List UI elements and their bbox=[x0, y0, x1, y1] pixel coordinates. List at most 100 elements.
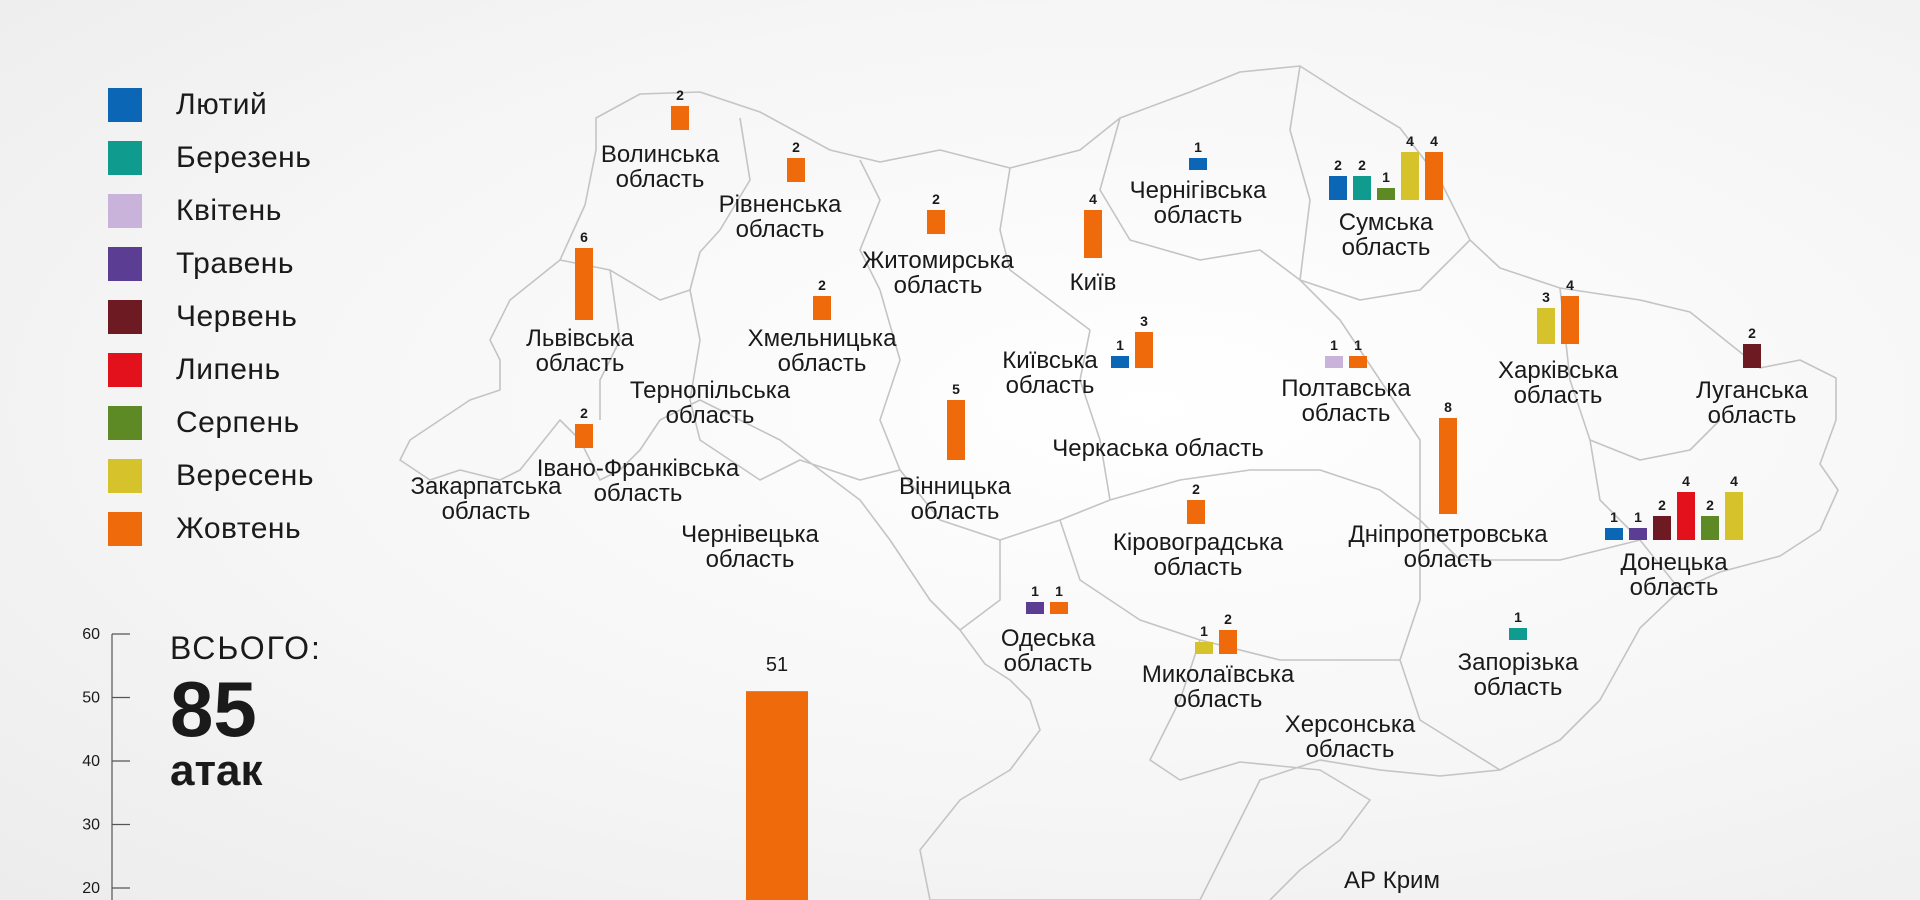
region-label: область bbox=[1514, 382, 1603, 409]
region-label: область bbox=[736, 216, 825, 243]
data-label: 2 bbox=[1658, 497, 1666, 513]
region-label: Закарпатська bbox=[411, 473, 563, 500]
oblast-border bbox=[999, 167, 1091, 331]
region-label: область bbox=[706, 546, 795, 573]
legend-swatch bbox=[108, 140, 142, 175]
region-label: область bbox=[1708, 402, 1797, 429]
oblast-border bbox=[689, 117, 751, 291]
region-label: Київська bbox=[1002, 347, 1098, 374]
bar bbox=[1026, 602, 1044, 614]
legend-item-aug: Серпень bbox=[108, 396, 314, 449]
data-label: 4 bbox=[1730, 473, 1738, 489]
legend-item-feb: Лютий bbox=[108, 78, 314, 131]
data-label: 4 bbox=[1089, 191, 1097, 207]
total-unit: атак bbox=[170, 746, 263, 795]
tick-label: 30 bbox=[82, 817, 100, 834]
data-label: 4 bbox=[1406, 133, 1414, 149]
data-label: 1 bbox=[1514, 609, 1522, 625]
bar bbox=[1353, 176, 1371, 200]
bar bbox=[1084, 210, 1102, 258]
region-label: Одеська bbox=[1001, 625, 1096, 652]
data-label: 1 bbox=[1610, 509, 1618, 525]
bar bbox=[1561, 296, 1579, 344]
region-label: область bbox=[1404, 546, 1493, 573]
data-label: 1 bbox=[1116, 337, 1124, 353]
legend-swatch bbox=[108, 87, 142, 122]
oblast-border bbox=[1059, 519, 1400, 661]
country-border bbox=[399, 65, 1839, 900]
legend-swatch bbox=[108, 405, 142, 440]
data-label: 1 bbox=[1354, 337, 1362, 353]
legend-item-jul: Липень bbox=[108, 343, 314, 396]
oblast-border bbox=[859, 159, 881, 291]
oblast-border bbox=[689, 289, 901, 481]
data-label: 3 bbox=[1542, 289, 1550, 305]
region-label: область bbox=[1630, 574, 1719, 601]
data-label: 2 bbox=[1358, 157, 1366, 173]
bar bbox=[927, 210, 945, 234]
bar bbox=[1329, 176, 1347, 200]
bar bbox=[947, 400, 965, 460]
bar bbox=[1111, 356, 1129, 368]
oblast-border bbox=[599, 269, 621, 420]
region-label: область bbox=[1174, 686, 1263, 713]
bar bbox=[1725, 492, 1743, 540]
region-label: Кіровоградська bbox=[1113, 529, 1284, 556]
region-label: область bbox=[894, 272, 983, 299]
data-label: 2 bbox=[1192, 481, 1200, 497]
region-label: Хмельницька bbox=[748, 325, 898, 352]
region-label: область bbox=[1474, 674, 1563, 701]
bar bbox=[1439, 418, 1457, 514]
data-label: 2 bbox=[818, 277, 826, 293]
region-label: область bbox=[778, 350, 867, 377]
data-label: 4 bbox=[1566, 277, 1574, 293]
region-label: Тернопільська bbox=[630, 377, 791, 404]
bar bbox=[1509, 628, 1527, 640]
legend-label: Червень bbox=[176, 299, 298, 333]
bar bbox=[1195, 642, 1213, 654]
data-label: 2 bbox=[676, 87, 684, 103]
data-label: 3 bbox=[1140, 313, 1148, 329]
data-label: 2 bbox=[932, 191, 940, 207]
data-label: 2 bbox=[1748, 325, 1756, 341]
region-label: область bbox=[666, 402, 755, 429]
legend-item-may: Травень bbox=[108, 237, 314, 290]
legend-label: Травень bbox=[176, 246, 294, 280]
data-label: 2 bbox=[1334, 157, 1342, 173]
bar bbox=[1187, 500, 1205, 524]
bar bbox=[1377, 188, 1395, 200]
tick-label: 60 bbox=[82, 626, 100, 643]
bar bbox=[1425, 152, 1443, 200]
tick-label: 40 bbox=[82, 753, 100, 770]
legend-item-oct: Жовтень bbox=[108, 502, 314, 555]
data-label: 5 bbox=[952, 381, 960, 397]
bar bbox=[1349, 356, 1367, 368]
bar bbox=[813, 296, 831, 320]
bar bbox=[575, 424, 593, 448]
bar bbox=[1701, 516, 1719, 540]
region-label: область bbox=[1154, 554, 1243, 581]
region-label: АР Крим bbox=[1344, 867, 1440, 894]
legend-swatch bbox=[108, 299, 142, 334]
bar bbox=[1629, 528, 1647, 540]
data-label: 1 bbox=[1031, 583, 1039, 599]
legend-swatch bbox=[108, 352, 142, 387]
tick-label: 20 bbox=[82, 880, 100, 897]
region-label: область bbox=[911, 498, 1000, 525]
region-label: Миколаївська bbox=[1142, 661, 1295, 688]
region-label: Вінницька bbox=[899, 473, 1012, 500]
tick-label: 50 bbox=[82, 690, 100, 707]
region-label: Донецька bbox=[1620, 549, 1728, 576]
legend-label: Березень bbox=[176, 140, 312, 174]
data-label: 1 bbox=[1200, 623, 1208, 639]
legend-label: Липень bbox=[176, 352, 281, 386]
ukraine-map-outline bbox=[399, 65, 1839, 900]
region-label: область bbox=[616, 166, 705, 193]
bar bbox=[1189, 158, 1207, 170]
